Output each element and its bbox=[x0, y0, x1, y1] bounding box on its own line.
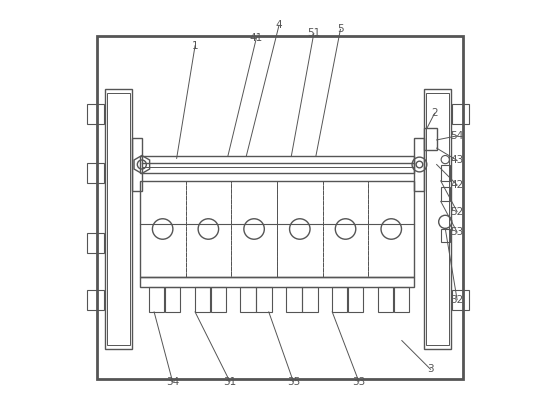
Bar bbox=[231, 181, 277, 277]
Bar bbox=[441, 229, 450, 242]
Text: 5: 5 bbox=[337, 24, 344, 34]
Text: 52: 52 bbox=[450, 207, 464, 217]
Bar bbox=[348, 287, 363, 312]
Bar bbox=[441, 187, 450, 201]
Bar bbox=[185, 181, 231, 277]
Bar bbox=[441, 164, 450, 181]
Text: 33: 33 bbox=[352, 376, 365, 386]
Bar bbox=[86, 233, 104, 253]
Bar bbox=[424, 89, 451, 349]
Bar bbox=[86, 104, 104, 124]
Bar bbox=[211, 287, 226, 312]
Text: 4: 4 bbox=[276, 20, 282, 30]
Text: 54: 54 bbox=[450, 131, 464, 141]
Text: 2: 2 bbox=[431, 108, 438, 118]
Text: 51: 51 bbox=[307, 29, 320, 39]
Bar bbox=[426, 93, 449, 345]
Bar bbox=[105, 89, 132, 349]
Bar bbox=[132, 138, 142, 191]
Bar bbox=[86, 163, 104, 183]
Bar bbox=[452, 104, 469, 124]
Bar bbox=[302, 287, 318, 312]
Bar bbox=[424, 128, 437, 150]
Bar bbox=[368, 181, 414, 277]
Bar bbox=[240, 287, 256, 312]
Bar bbox=[277, 181, 323, 277]
Text: 35: 35 bbox=[287, 376, 300, 386]
Bar bbox=[286, 287, 302, 312]
Bar bbox=[140, 156, 414, 173]
Text: 3: 3 bbox=[427, 364, 434, 374]
Bar bbox=[256, 287, 272, 312]
Text: 34: 34 bbox=[166, 376, 179, 386]
Bar bbox=[332, 287, 348, 312]
Bar bbox=[140, 181, 185, 277]
Text: 43: 43 bbox=[450, 155, 464, 166]
Bar bbox=[165, 287, 180, 312]
Bar bbox=[452, 290, 469, 310]
Text: 1: 1 bbox=[192, 41, 199, 51]
Bar bbox=[393, 287, 409, 312]
Bar bbox=[149, 287, 165, 312]
Text: 31: 31 bbox=[223, 376, 237, 386]
Bar bbox=[86, 290, 104, 310]
Bar bbox=[140, 277, 414, 287]
Bar bbox=[378, 287, 393, 312]
Bar bbox=[323, 181, 368, 277]
Text: 41: 41 bbox=[250, 33, 263, 43]
Bar bbox=[414, 138, 424, 191]
Text: 32: 32 bbox=[450, 295, 464, 305]
Bar bbox=[97, 36, 463, 379]
Bar bbox=[140, 181, 414, 277]
Text: 53: 53 bbox=[450, 227, 464, 237]
Bar bbox=[107, 93, 129, 345]
Bar bbox=[195, 287, 210, 312]
Text: 42: 42 bbox=[450, 180, 464, 190]
